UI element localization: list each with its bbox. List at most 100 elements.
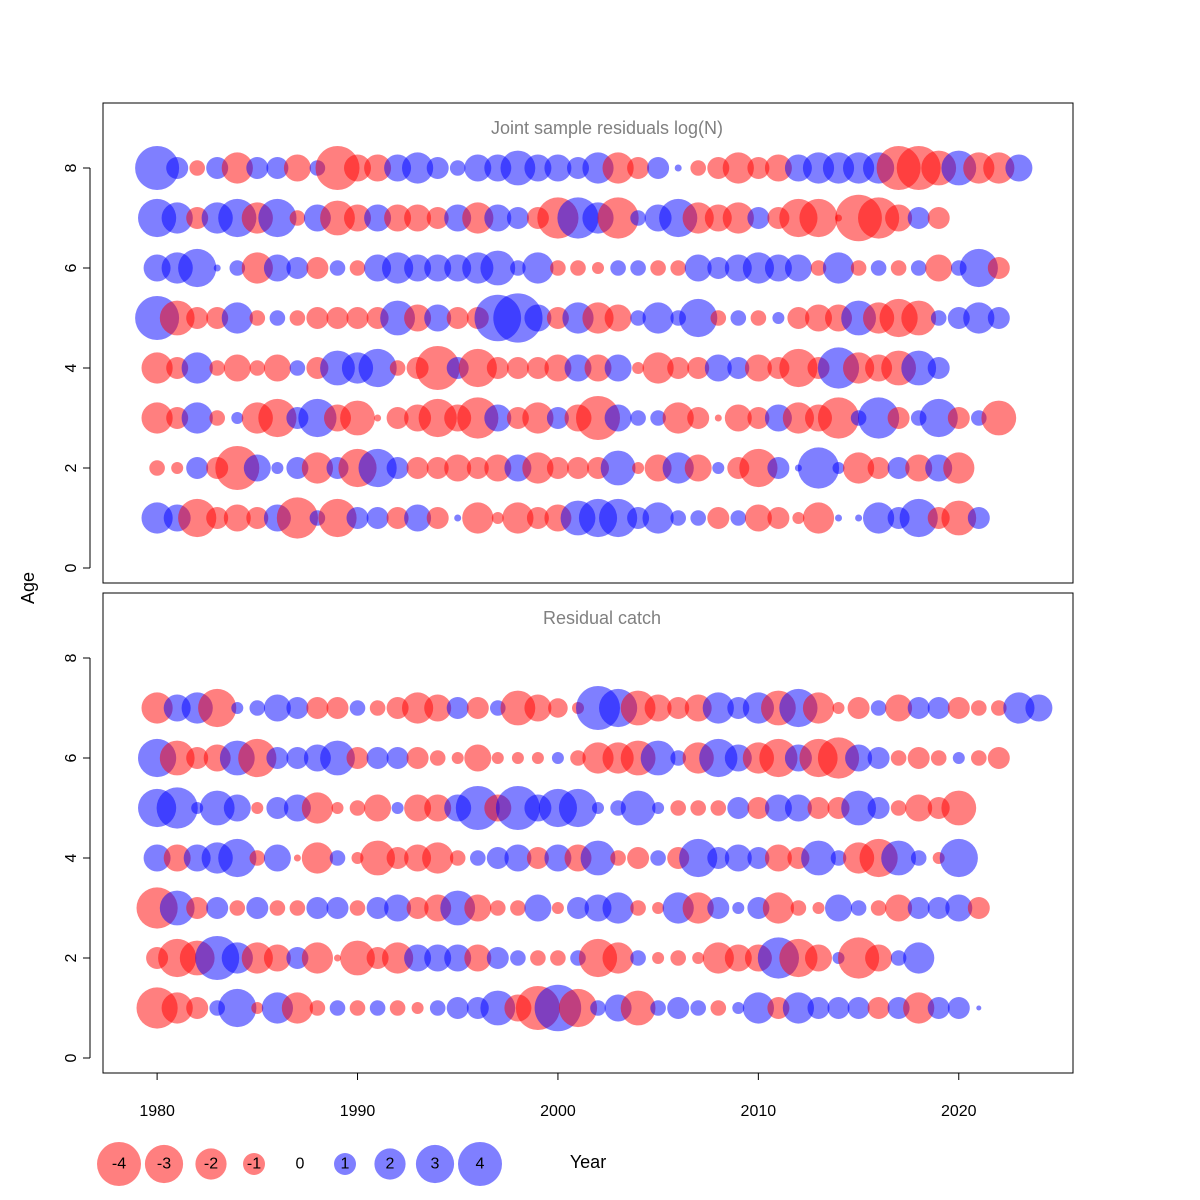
bubble-age8-1981 bbox=[166, 157, 189, 179]
bubble-age1-2018 bbox=[903, 992, 935, 1024]
bubble-age8-1995 bbox=[449, 160, 466, 176]
bubble-age1-2010 bbox=[742, 992, 775, 1024]
x-tick-label: 2000 bbox=[540, 1103, 576, 1120]
bubble-age6-2005 bbox=[640, 740, 676, 776]
bubble-age4-1996 bbox=[470, 850, 486, 866]
bubble-age2-2012 bbox=[779, 938, 818, 978]
bubble-age5-2013 bbox=[805, 304, 832, 332]
bubble-age6-2016 bbox=[870, 260, 887, 276]
bubble-age2-1996 bbox=[464, 944, 492, 972]
bubble-age3-2017 bbox=[887, 407, 910, 429]
bubble-age4-2002 bbox=[580, 840, 616, 876]
bubble-age2-1984 bbox=[215, 446, 260, 490]
bubble-age5-2001 bbox=[558, 788, 598, 828]
bubble-age4-1991 bbox=[360, 840, 395, 876]
bubble-age6-2016 bbox=[867, 747, 890, 769]
bubble-age7-1983 bbox=[198, 688, 237, 728]
bubble-age6-1990 bbox=[349, 260, 366, 276]
bubble-age5-1996 bbox=[455, 786, 500, 830]
bubble-age1-2020 bbox=[947, 997, 970, 1019]
bubble-age3-1983 bbox=[206, 897, 229, 919]
bubble-age6-2017 bbox=[890, 750, 907, 766]
bubble-age2-1980 bbox=[149, 460, 165, 476]
bubble-age5-1993 bbox=[404, 304, 432, 332]
bubble-age6-1993 bbox=[404, 254, 432, 282]
bubble-age6-2000 bbox=[550, 260, 566, 276]
bubble-age4-1984 bbox=[223, 354, 251, 382]
bubble-age2-2018 bbox=[905, 454, 933, 482]
bubble-age8-2003 bbox=[602, 152, 634, 184]
bubble-age2-1995 bbox=[444, 454, 472, 482]
bubble-age7-2017 bbox=[885, 694, 913, 722]
bubble-age6-1986 bbox=[266, 747, 289, 769]
bubble-age5-1986 bbox=[269, 310, 286, 326]
bubble-age1-2018 bbox=[899, 498, 938, 538]
bubble-age6-1998 bbox=[511, 752, 524, 764]
bubble-age3-1980 bbox=[141, 402, 173, 434]
bubble-age7-2018 bbox=[907, 697, 930, 719]
bubble-age5-2007 bbox=[679, 298, 718, 338]
bubble-age5-1981 bbox=[159, 300, 195, 336]
bubble-age7-1989 bbox=[320, 200, 355, 236]
bubble-age8-2023 bbox=[1005, 154, 1033, 182]
bubble-age8-1986 bbox=[266, 157, 289, 179]
bubble-age6-1994 bbox=[429, 750, 446, 766]
bubble-age3-1992 bbox=[384, 894, 412, 922]
bubble-age5-1985 bbox=[249, 310, 266, 326]
bubble-age2-2016 bbox=[865, 944, 893, 972]
bubble-age5-1988 bbox=[306, 307, 329, 329]
bubble-age3-1999 bbox=[522, 402, 554, 434]
bubble-age1-2008 bbox=[707, 507, 730, 529]
bubble-age5-1989 bbox=[331, 802, 344, 814]
bubble-age1-1994 bbox=[426, 507, 449, 529]
bubble-age5-2003 bbox=[604, 304, 632, 332]
bubble-age3-2006 bbox=[662, 402, 694, 434]
bubble-age1-1988 bbox=[309, 1000, 326, 1016]
bubble-age1-2013 bbox=[807, 997, 830, 1019]
bubble-age6-2014 bbox=[822, 252, 855, 284]
bubble-age6-1987 bbox=[286, 257, 309, 279]
bubble-age3-2019 bbox=[919, 398, 958, 438]
bubble-age1-1995 bbox=[446, 997, 469, 1019]
bubble-age5-2009 bbox=[730, 310, 747, 326]
bubble-age4-2007 bbox=[687, 357, 710, 379]
bubble-age3-1983 bbox=[209, 410, 225, 426]
bubble-age2-2010 bbox=[739, 448, 778, 488]
x-axis: 1980 1990 2000 2010 2020 bbox=[139, 1072, 977, 1120]
bubble-age6-2001 bbox=[570, 750, 586, 766]
bubble-age8-1982 bbox=[189, 160, 205, 176]
bubble-age1-2013 bbox=[802, 502, 835, 534]
bubble-age4-2005 bbox=[650, 850, 666, 866]
bubble-age2-1992 bbox=[386, 457, 409, 479]
bubble-age6-1986 bbox=[263, 254, 291, 282]
bubble-age7-2014 bbox=[832, 702, 845, 714]
bubble-age5-1986 bbox=[266, 797, 289, 819]
legend-label: -2 bbox=[204, 1156, 218, 1173]
bubble-age3-1990 bbox=[349, 900, 366, 916]
bubble-age6-2008 bbox=[707, 257, 730, 279]
bubble-age1-1997 bbox=[480, 990, 516, 1026]
bubble-age8-1980 bbox=[135, 146, 180, 190]
y-tick-label: 6 bbox=[63, 263, 80, 272]
bubble-age5-2008 bbox=[710, 800, 727, 816]
bubble-age8-1989 bbox=[315, 146, 360, 190]
bubble-age3-2009 bbox=[724, 404, 752, 432]
bubble-age5-1992 bbox=[391, 802, 404, 814]
bubble-age2-2004 bbox=[632, 462, 645, 474]
bubble-age7-2007 bbox=[682, 202, 714, 234]
bubble-age8-2010 bbox=[747, 157, 770, 179]
bubble-age6-1992 bbox=[386, 747, 409, 769]
bubble-age5-1988 bbox=[301, 792, 333, 824]
legend-label: 1 bbox=[341, 1156, 350, 1173]
bubble-age1-2016 bbox=[863, 502, 895, 534]
bubble-age2-2018 bbox=[903, 942, 935, 974]
bubble-age3-1996 bbox=[457, 397, 499, 439]
bubble-age2-2005 bbox=[652, 952, 665, 964]
bubble-age4-2020 bbox=[939, 838, 978, 878]
legend-bubble bbox=[458, 1142, 502, 1186]
bubble-age2-2013 bbox=[797, 447, 840, 489]
bubble-age2-2004 bbox=[630, 950, 646, 966]
bubble-age6-1997 bbox=[480, 250, 516, 286]
legend-label: 0 bbox=[296, 1156, 305, 1173]
bubble-age5-2006 bbox=[670, 800, 686, 816]
